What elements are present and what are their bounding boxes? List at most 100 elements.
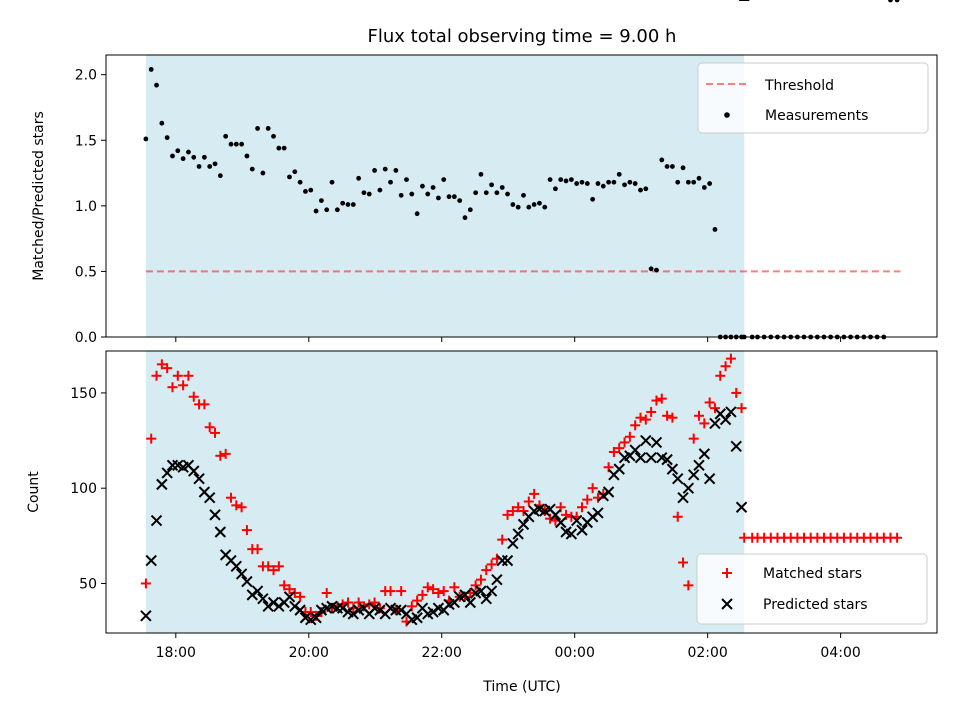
predicted-point <box>411 612 423 624</box>
matched-point <box>502 509 513 520</box>
measurement-point <box>670 164 675 169</box>
cross-b <box>629 444 641 456</box>
cross-b <box>193 472 205 485</box>
matched-point <box>231 500 242 511</box>
matched-point <box>215 450 226 461</box>
matched-point <box>225 492 236 503</box>
cross-b <box>241 575 253 588</box>
matched-point <box>220 448 231 459</box>
cross-b <box>326 600 338 613</box>
predicted-point <box>480 592 492 605</box>
predicted-point <box>517 518 530 531</box>
measurement-point <box>255 126 260 131</box>
matched-point <box>438 586 449 597</box>
measurement-point <box>659 157 665 163</box>
matched-point <box>497 534 508 545</box>
measurement-point <box>446 194 452 200</box>
measurement-point <box>606 179 611 185</box>
predicted-point <box>682 482 695 494</box>
predicted-point <box>246 589 258 601</box>
measurement-point <box>467 207 473 213</box>
predicted-point <box>459 589 471 601</box>
measurement-point <box>170 153 175 159</box>
matched-point <box>731 387 742 398</box>
measurement-point <box>664 164 670 169</box>
matched-point <box>614 443 625 454</box>
cross-b <box>735 501 748 513</box>
measurement-point <box>249 166 255 172</box>
bottom-xtick-label: 02:00 <box>687 645 727 661</box>
measurement-point <box>324 207 330 213</box>
matched-point <box>529 488 540 499</box>
cross-b <box>650 436 663 449</box>
cross-b <box>602 486 615 498</box>
cross-b <box>235 568 248 580</box>
measurement-point <box>584 181 590 186</box>
cross-b <box>150 514 163 527</box>
cross-b <box>145 554 157 567</box>
measurement-point <box>164 135 170 141</box>
bottom-xtick-label: 20:00 <box>289 645 329 661</box>
matched-point <box>694 410 705 421</box>
cross-b <box>507 537 519 550</box>
cross-b <box>257 592 269 605</box>
matched-point <box>513 502 524 513</box>
top-x-ticks <box>175 337 842 342</box>
matched-point <box>327 603 338 614</box>
matched-point <box>507 506 518 517</box>
measurement-point <box>372 168 377 173</box>
matched-point <box>268 565 279 576</box>
measurement-point <box>489 182 494 188</box>
matched-point <box>183 370 194 381</box>
predicted-point <box>336 602 349 614</box>
predicted-point <box>140 610 152 622</box>
predicted-point <box>204 492 216 504</box>
cross-b <box>251 585 264 597</box>
predicted-point <box>507 537 519 550</box>
predicted-point <box>347 608 360 620</box>
predicted-point <box>294 604 306 616</box>
top-points <box>143 0 900 340</box>
measurement-point <box>409 191 415 197</box>
measurement-point <box>217 173 223 179</box>
cross-b <box>719 413 732 426</box>
matched-point <box>305 607 316 618</box>
top-shaded-interval <box>145 55 745 337</box>
cross-b <box>475 585 487 597</box>
predicted-point <box>709 417 721 430</box>
measurement-point <box>595 181 601 186</box>
predicted-point <box>188 465 200 477</box>
matched-point <box>188 391 199 402</box>
cross-b <box>459 589 471 601</box>
cross-b <box>214 526 227 538</box>
bottom-xtick-label: 04:00 <box>820 645 860 661</box>
cross-b <box>586 511 599 523</box>
measurement-point <box>505 191 510 197</box>
matched-point <box>385 586 396 597</box>
matched-point <box>172 370 183 381</box>
bottom-axes-frame <box>105 350 938 634</box>
measurement-point <box>356 175 362 181</box>
measurement-point <box>563 178 569 184</box>
measurement-point <box>680 165 686 171</box>
matched-point <box>178 380 189 391</box>
matched-point <box>635 412 646 423</box>
matched-point <box>284 584 295 595</box>
cross-b <box>613 463 625 475</box>
legend-cross <box>721 598 733 610</box>
cross-b <box>273 600 285 613</box>
cross-b <box>491 573 503 586</box>
matched-point <box>608 446 619 457</box>
matched-point <box>279 580 290 591</box>
measurement-point <box>228 141 234 147</box>
matched-point <box>396 586 407 597</box>
measurement-point <box>478 171 484 177</box>
matched-point <box>651 395 662 406</box>
matched-point <box>210 427 221 438</box>
predicted-point <box>549 509 562 521</box>
bottom-ytick-label: 150 <box>70 386 97 402</box>
measurement-point <box>638 187 643 193</box>
measurement-point <box>207 164 213 169</box>
measurement-point <box>340 200 346 206</box>
measurement-point <box>350 202 356 207</box>
